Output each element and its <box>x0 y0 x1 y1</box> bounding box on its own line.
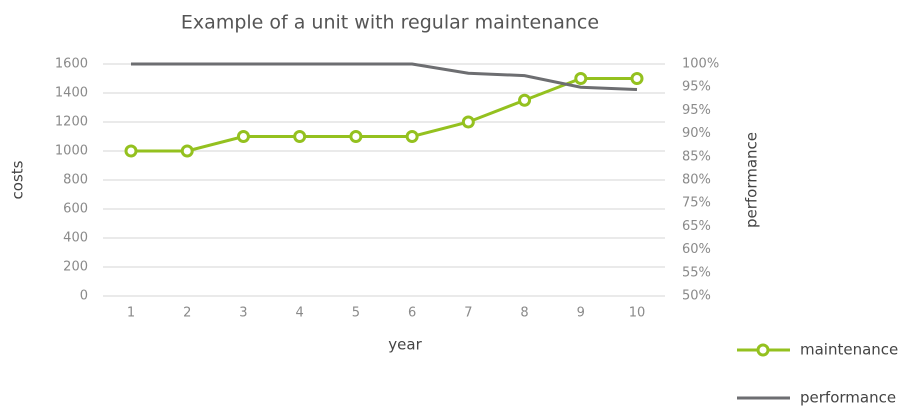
y2-tick-label: 95% <box>682 103 711 118</box>
y-tick-label: 800 <box>63 173 88 188</box>
line-performance <box>131 62 638 92</box>
y-tick-label: 0 <box>80 289 88 304</box>
y2-tick-label: 85% <box>682 149 711 164</box>
x-tick-label: 6 <box>408 306 416 321</box>
y2-tick-label: 75% <box>682 196 711 211</box>
x-tick-label: 8 <box>520 306 528 321</box>
y-tick-label: 1600 <box>55 57 88 72</box>
point <box>349 130 363 143</box>
y-tick-label: 600 <box>63 202 88 217</box>
y2-tick-label: 90% <box>682 126 711 141</box>
point <box>461 115 475 129</box>
y-tick-label: 1200 <box>55 115 88 130</box>
x-axis-label: year <box>388 336 422 354</box>
y2-axis-label: performance <box>743 132 761 228</box>
x-tick-label: 7 <box>464 306 472 321</box>
x-tick-label: 9 <box>577 306 585 321</box>
y2-tick-label: 65% <box>682 219 711 234</box>
legend-label: maintenance <box>800 341 898 359</box>
point <box>124 144 138 158</box>
point <box>518 93 532 107</box>
legend-label: performance <box>800 389 896 407</box>
y2-tick-label: 95% <box>682 80 711 95</box>
y-tick-label: 1000 <box>55 144 88 159</box>
y2-tick-label: 100% <box>682 57 719 72</box>
y-tick-label: 200 <box>63 260 88 275</box>
point <box>574 72 588 85</box>
point <box>630 72 644 85</box>
y-axis-label: costs <box>9 160 27 199</box>
x-tick-label: 2 <box>183 306 191 321</box>
chart-title: Example of a unit with regular maintenan… <box>181 12 599 34</box>
line-maintenance <box>131 77 637 153</box>
y-tick-label: 400 <box>63 231 88 246</box>
point <box>405 130 419 143</box>
x-tick-label: 4 <box>296 306 304 321</box>
y2-tick-label: 60% <box>682 242 711 257</box>
point <box>293 130 307 143</box>
y2-tick-label: 50% <box>682 289 711 304</box>
x-tick-label: 5 <box>352 306 360 321</box>
y-tick-label: 1400 <box>55 86 88 101</box>
x-tick-label: 3 <box>239 306 247 321</box>
point <box>180 144 194 158</box>
x-tick-label: 10 <box>629 306 646 321</box>
point <box>236 130 250 143</box>
legend-marker <box>756 343 770 357</box>
y2-tick-label: 55% <box>682 265 711 280</box>
y2-tick-label: 80% <box>682 173 711 188</box>
x-tick-label: 1 <box>127 306 135 321</box>
